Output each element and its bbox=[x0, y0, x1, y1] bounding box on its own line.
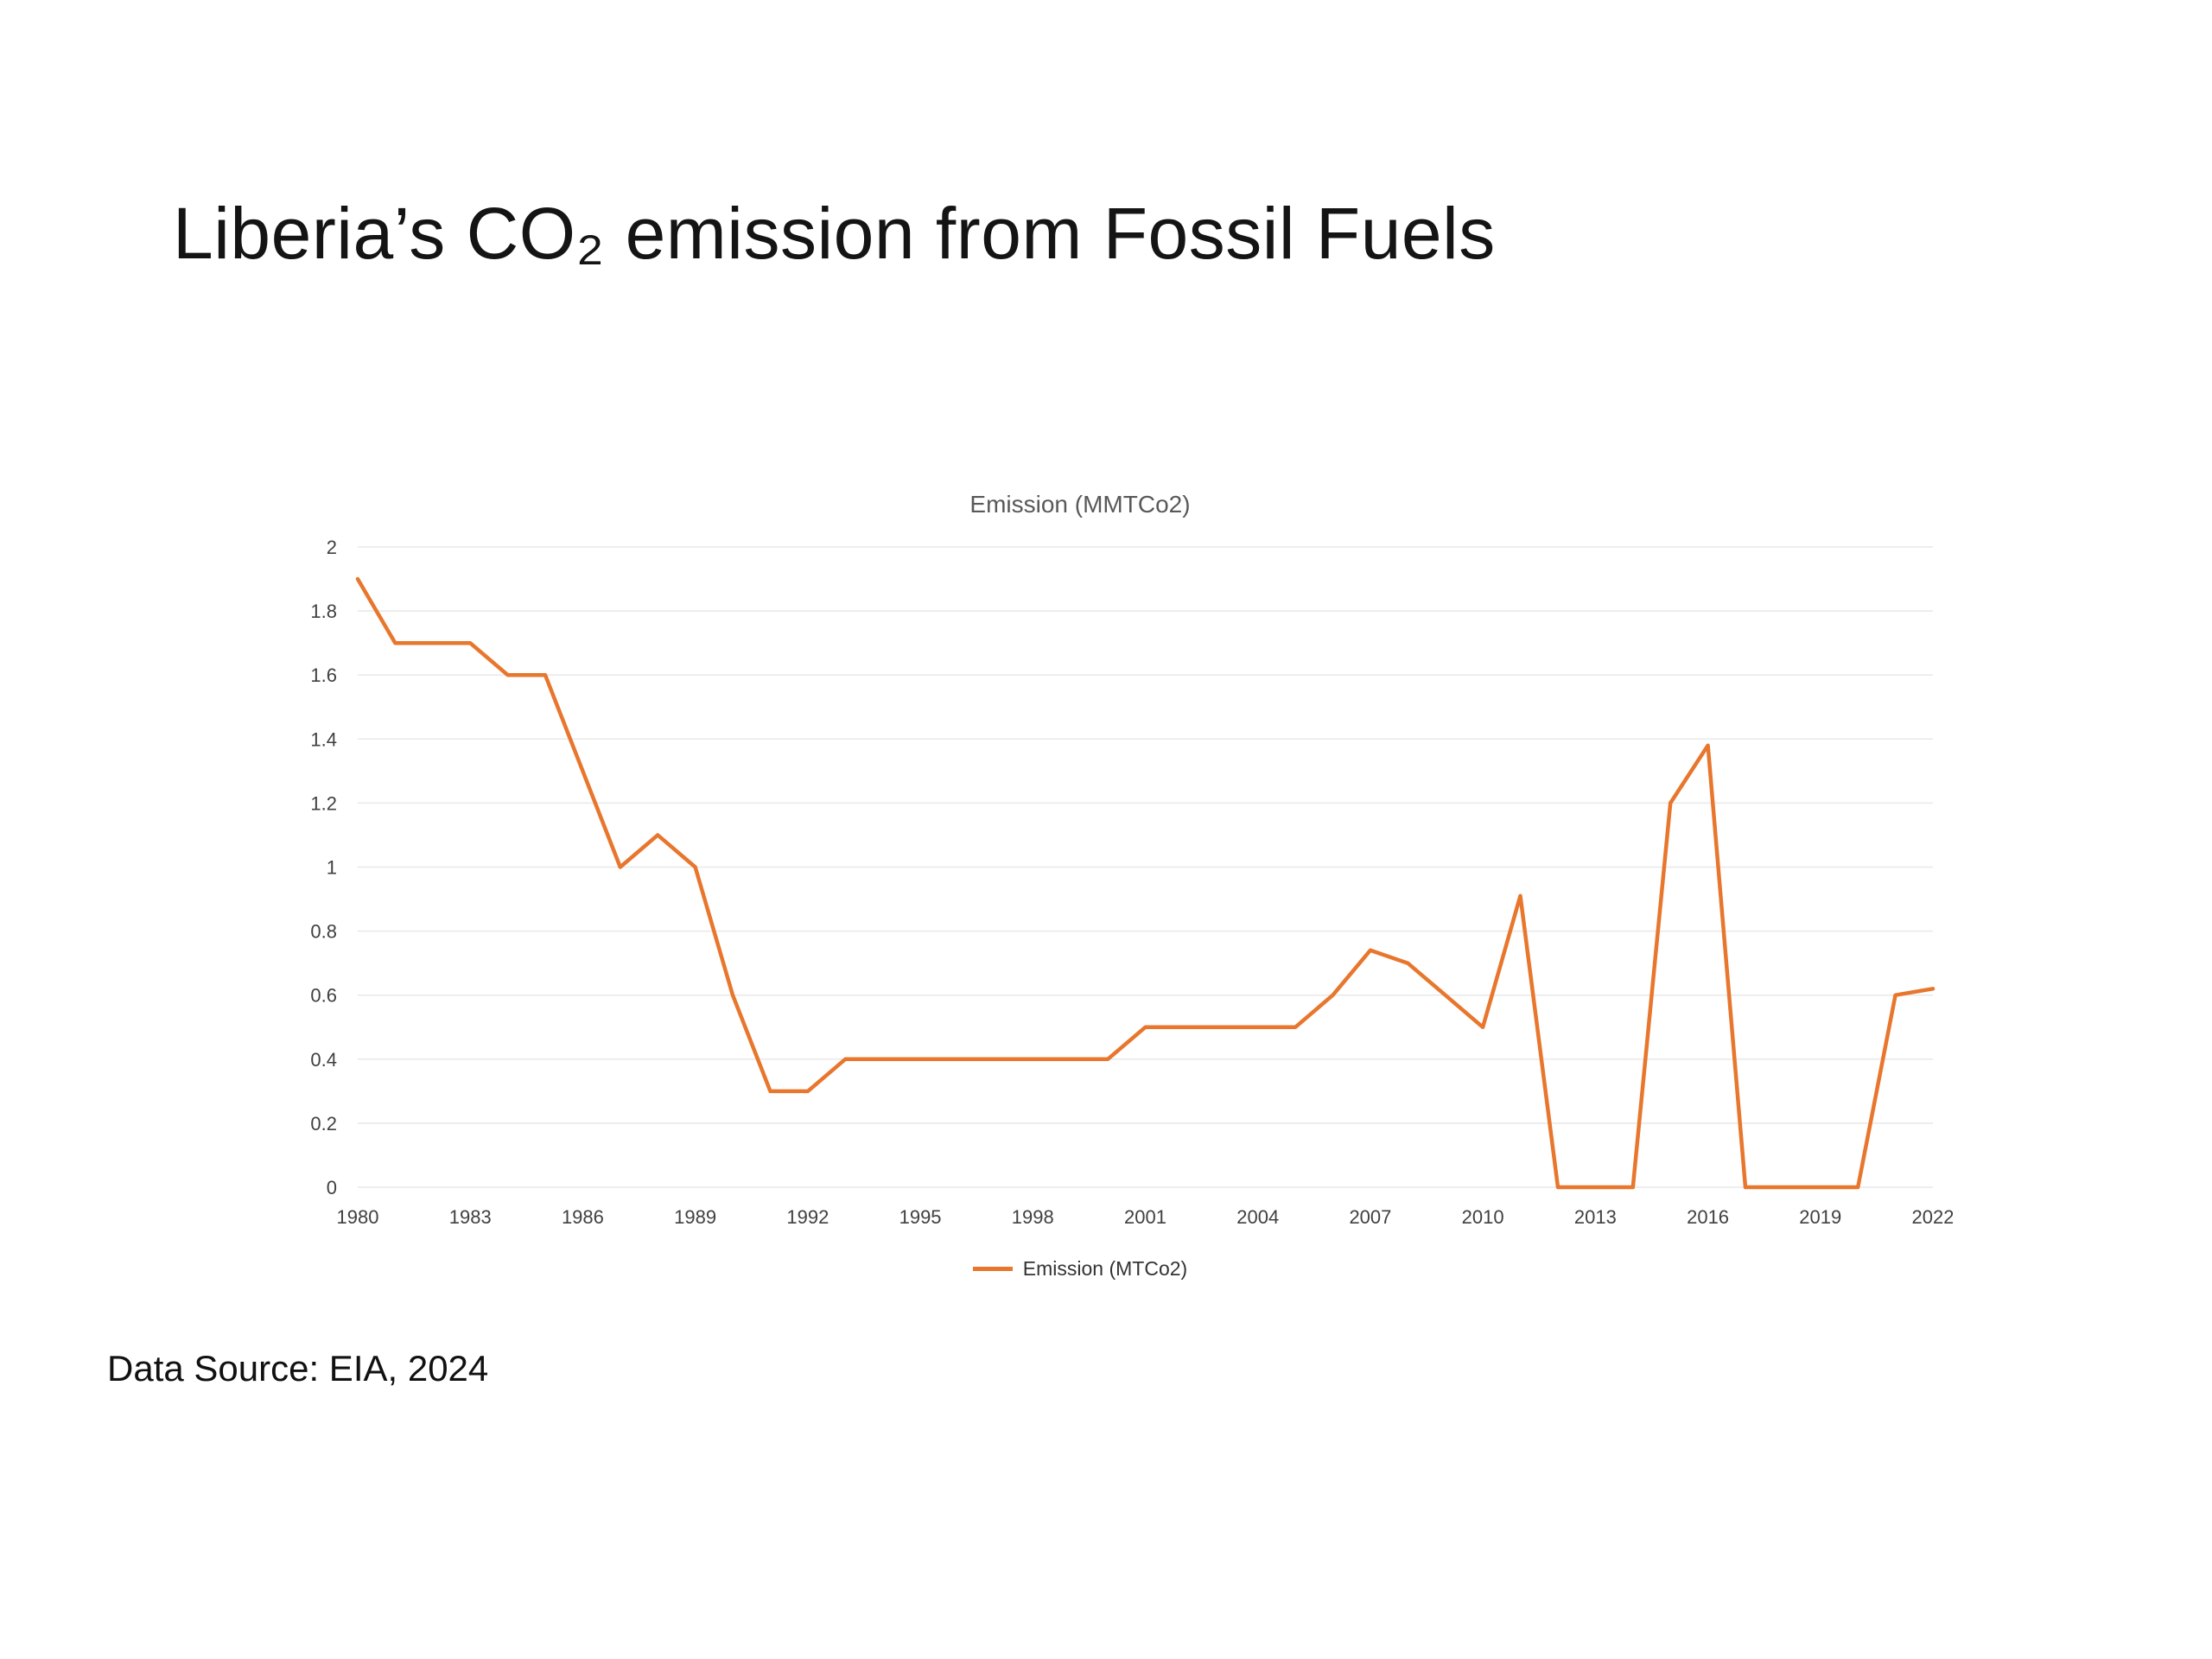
y-tick-label: 1 bbox=[327, 857, 337, 879]
x-tick-label: 1983 bbox=[449, 1206, 492, 1228]
emission-line-series bbox=[355, 576, 1936, 1190]
y-tick-label: 2 bbox=[327, 537, 337, 558]
data-source-note: Data Source: EIA, 2024 bbox=[107, 1348, 489, 1389]
x-tick-label: 2022 bbox=[1912, 1206, 1953, 1228]
x-tick-label: 1995 bbox=[899, 1206, 942, 1228]
y-tick-label: 1.6 bbox=[310, 664, 337, 686]
chart-title: Emission (MMTCo2) bbox=[969, 491, 1191, 518]
y-tick-label: 1.2 bbox=[310, 792, 337, 814]
y-tick-label: 1.4 bbox=[310, 728, 337, 750]
emission-chart: Emission (MMTCo2) 0 0.2 0.4 0.6 0.8 1 1.2 1.4 1.… bbox=[207, 491, 1954, 1281]
x-tick-label: 1986 bbox=[562, 1206, 604, 1228]
slide-title: Liberia’s CO₂ emission from Fossil Fuels bbox=[173, 193, 1496, 274]
x-tick-label: 1992 bbox=[786, 1206, 829, 1228]
y-tick-label: 0 bbox=[327, 1177, 337, 1198]
x-tick-label: 2001 bbox=[1124, 1206, 1166, 1228]
legend-line-marker-icon bbox=[972, 1267, 1013, 1271]
x-tick-label: 1998 bbox=[1012, 1206, 1054, 1228]
x-tick-label: 2016 bbox=[1687, 1206, 1729, 1228]
x-tick-label: 2010 bbox=[1462, 1206, 1504, 1228]
y-tick-label: 1.8 bbox=[310, 601, 337, 622]
chart-legend: Emission (MTCo2) bbox=[207, 1257, 1953, 1281]
y-tick-label: 0.8 bbox=[310, 921, 337, 943]
emission-line-chart: 0 0.2 0.4 0.6 0.8 1 1.2 1.4 1.6 1.8 2 1980 1983 1986 1… bbox=[310, 537, 1954, 1228]
x-tick-label: 2004 bbox=[1236, 1206, 1279, 1228]
x-tick-label: 1989 bbox=[674, 1206, 716, 1228]
legend-label: Emission (MTCo2) bbox=[1022, 1257, 1188, 1280]
y-tick-label: 0.4 bbox=[310, 1049, 337, 1071]
x-tick-label: 2019 bbox=[1799, 1206, 1841, 1228]
x-tick-label: 2013 bbox=[1574, 1206, 1617, 1228]
y-tick-label: 0.2 bbox=[310, 1113, 337, 1135]
x-tick-label: 2007 bbox=[1349, 1206, 1391, 1228]
y-tick-label: 0.6 bbox=[310, 985, 337, 1007]
x-tick-label: 1980 bbox=[337, 1206, 379, 1228]
